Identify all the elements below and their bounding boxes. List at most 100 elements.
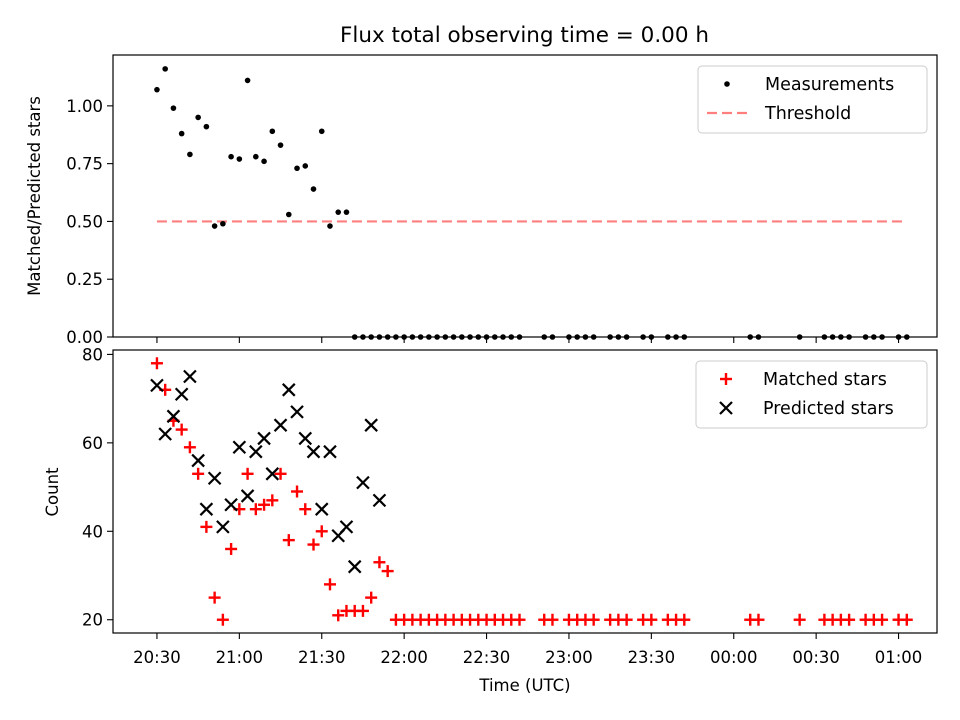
measurement-point bbox=[895, 334, 902, 340]
predicted-star-point bbox=[174, 387, 189, 401]
measurement-point bbox=[574, 334, 580, 340]
top-y-tick-label: 0.75 bbox=[66, 155, 103, 174]
measurement-point bbox=[253, 153, 259, 160]
matched-star-point bbox=[282, 534, 295, 547]
top-panel: 0.00 0.25 0.50 0.75 1.00 Matched/Predicted s… bbox=[25, 54, 938, 347]
measurement-point bbox=[648, 334, 655, 340]
measurement-point bbox=[475, 334, 482, 340]
legend-matched-label: Matched stars bbox=[763, 370, 887, 390]
legend-threshold-label: Threshold bbox=[764, 104, 851, 124]
measurement-point bbox=[261, 158, 267, 165]
bottom-y-axis: 20 40 60 80 bbox=[82, 345, 113, 630]
measurement-point bbox=[491, 334, 498, 340]
bottom-y-tick-label: 60 bbox=[82, 434, 103, 453]
matched-star-point bbox=[216, 613, 229, 626]
matched-star-point bbox=[365, 591, 378, 604]
measurement-point bbox=[665, 334, 671, 340]
predicted-star-point bbox=[314, 502, 329, 516]
matched-star-point bbox=[175, 423, 188, 436]
chart-title: Flux total observing time = 0.00 h bbox=[340, 23, 709, 48]
measurement-point bbox=[343, 209, 350, 215]
legend-measurements-marker bbox=[724, 81, 730, 87]
bottom-x-tick-label: 23:30 bbox=[628, 648, 676, 667]
measurement-point bbox=[450, 334, 457, 340]
measurement-point bbox=[582, 334, 589, 340]
legend-measurements-label: Measurements bbox=[765, 75, 894, 95]
predicted-star-point bbox=[306, 444, 321, 459]
measurement-point bbox=[681, 334, 688, 340]
measurement-point bbox=[459, 334, 465, 340]
bottom-axes-frame bbox=[112, 349, 938, 634]
matched-star-point bbox=[876, 613, 889, 626]
measurement-point bbox=[549, 334, 556, 340]
measurement-point bbox=[203, 123, 210, 130]
measurement-point bbox=[838, 334, 844, 340]
predicted-star-point bbox=[282, 383, 296, 397]
predicted-star-point bbox=[265, 467, 280, 481]
measurement-point bbox=[376, 334, 383, 340]
top-legend-box bbox=[697, 65, 928, 134]
top-axes-frame bbox=[112, 54, 938, 338]
predicted-star-point bbox=[216, 520, 230, 534]
measurement-point bbox=[351, 334, 358, 340]
top-legend: Measurements Threshold bbox=[697, 65, 928, 134]
measurement-point bbox=[269, 128, 276, 135]
matched-star-point bbox=[678, 613, 691, 626]
matched-star-point bbox=[249, 503, 262, 516]
matched-star-point bbox=[793, 613, 806, 626]
top-y-tick-label: 0.00 bbox=[66, 328, 103, 347]
matched-star-point bbox=[587, 613, 600, 626]
legend-predicted-label: Predicted stars bbox=[763, 399, 894, 419]
predicted-star-point bbox=[290, 405, 304, 419]
predicted-star-point bbox=[356, 475, 370, 490]
bottom-x-tick-label: 21:00 bbox=[216, 648, 264, 667]
measurement-point bbox=[747, 334, 754, 340]
matched-star-point bbox=[208, 591, 221, 604]
measurement-point bbox=[516, 334, 523, 340]
predicted-star-point bbox=[323, 444, 337, 459]
predicted-star-point bbox=[207, 471, 222, 486]
measurement-point bbox=[821, 334, 828, 340]
matched-star-point bbox=[241, 467, 254, 480]
matched-star-point bbox=[150, 357, 163, 370]
measurement-point bbox=[426, 334, 432, 340]
top-y-tick-label: 1.00 bbox=[66, 97, 103, 116]
predicted-star-point bbox=[249, 444, 263, 459]
measurement-point bbox=[409, 334, 416, 340]
measurement-point bbox=[467, 334, 473, 340]
measurement-point bbox=[846, 334, 852, 340]
measurement-point bbox=[154, 86, 160, 93]
bottom-x-tick-label: 00:00 bbox=[710, 648, 758, 667]
measurement-point bbox=[310, 186, 317, 192]
measurement-point bbox=[483, 334, 490, 340]
predicted-star-point bbox=[298, 431, 313, 446]
measurement-point bbox=[384, 334, 391, 340]
measurement-point bbox=[228, 153, 234, 160]
matched-star-point bbox=[183, 441, 196, 454]
measurement-point bbox=[162, 66, 168, 72]
matched-star-point bbox=[843, 613, 856, 626]
legend-matched-marker bbox=[720, 373, 732, 385]
matched-star-point bbox=[900, 613, 913, 626]
measurement-point bbox=[673, 334, 679, 340]
predicted-star-point bbox=[191, 453, 205, 468]
bottom-x-tick-label: 00:30 bbox=[792, 648, 840, 667]
measurement-point bbox=[302, 163, 309, 169]
predicted-star-point bbox=[372, 493, 387, 508]
bottom-x-tick-label: 23:00 bbox=[545, 648, 593, 667]
predicted-star-point bbox=[150, 378, 164, 393]
measurement-point bbox=[285, 211, 292, 218]
predicted-star-point bbox=[257, 431, 271, 446]
bottom-x-tick-label: 22:30 bbox=[463, 648, 511, 667]
measurement-point bbox=[500, 334, 506, 340]
matched-star-point bbox=[274, 467, 287, 480]
top-y-axis: 0.00 0.25 0.50 0.75 1.00 bbox=[66, 97, 113, 347]
measurement-point bbox=[327, 223, 333, 229]
matched-star-point bbox=[373, 556, 386, 569]
predicted-star-point bbox=[166, 409, 181, 424]
matched-star-point bbox=[200, 520, 213, 533]
measurement-point bbox=[211, 223, 218, 229]
measurement-point bbox=[623, 334, 630, 340]
predicted-star-point bbox=[199, 502, 214, 516]
matched-star-point bbox=[258, 498, 271, 511]
